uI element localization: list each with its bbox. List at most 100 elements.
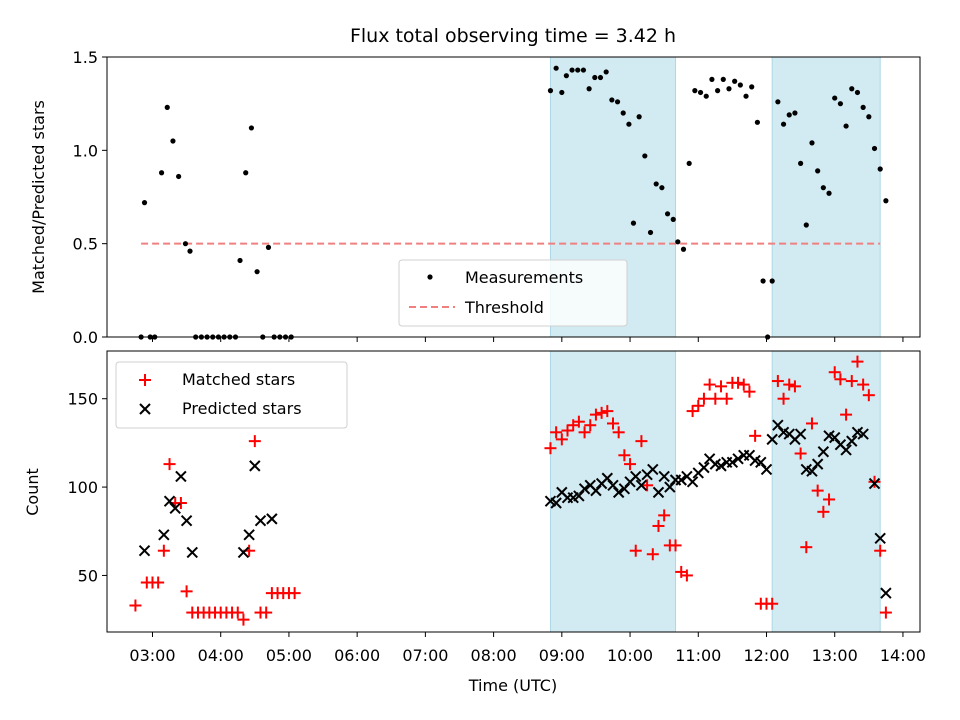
x-tick-label: 14:00 — [880, 646, 926, 665]
matched-star-point — [845, 375, 858, 388]
predicted-star-point — [249, 460, 261, 472]
x-tick-label: 08:00 — [471, 646, 517, 665]
measurement-point — [749, 84, 755, 90]
measurement-point — [803, 222, 809, 228]
measurement-point — [780, 121, 787, 127]
matched-star-point — [544, 442, 557, 455]
measurement-point — [769, 278, 775, 284]
matched-star-point — [669, 539, 682, 552]
matched-star-point — [231, 606, 244, 619]
x-tick-label: 03:00 — [129, 646, 175, 665]
x-tick-label: 12:00 — [743, 646, 789, 665]
predicted-star-point — [686, 476, 699, 488]
measurement-point — [820, 185, 826, 191]
measurement-point — [254, 269, 260, 275]
matched-star-point — [805, 417, 818, 430]
x-tick-label: 13:00 — [812, 646, 858, 665]
measurement-point — [592, 74, 598, 81]
bottom-axes-frame — [106, 350, 921, 633]
predicted-star-point — [880, 587, 892, 599]
predicted-star-point — [647, 463, 659, 476]
measurement-point — [680, 246, 687, 252]
matched-star-point — [703, 378, 716, 391]
top-y-tick-label: 1.0 — [73, 141, 98, 160]
x-tick-label: 07:00 — [402, 646, 448, 665]
measurement-point — [170, 138, 176, 144]
measurement-point — [697, 89, 704, 96]
measurement-point — [871, 145, 878, 152]
x-axis-label: Time (UTC) — [468, 676, 557, 695]
predicted-star-point — [266, 513, 278, 525]
predicted-star-point — [180, 514, 193, 527]
measurement-point — [726, 86, 732, 92]
measurement-point — [832, 95, 838, 101]
bottom-shaded-interval-2 — [771, 350, 881, 633]
measurement-point — [586, 86, 592, 92]
matched-star-point — [152, 576, 165, 589]
measurement-point — [843, 123, 849, 129]
predicted-star-point — [630, 470, 642, 483]
measurement-point — [792, 110, 798, 116]
bottom-x-ticks: 03:00 04:00 05:00 06:00 07:00 08:00 09:00 10:00… — [129, 632, 926, 665]
predicted-star-point — [158, 529, 170, 541]
top-shaded-interval-2 — [771, 56, 881, 338]
matched-star-point — [237, 613, 250, 626]
x-tick-label: 06:00 — [334, 646, 380, 665]
bottom-y-tick-label: 150 — [67, 390, 98, 409]
predicted-star-point — [175, 470, 187, 483]
bottom-matched-points — [129, 355, 892, 626]
predicted-star-point — [726, 456, 739, 469]
bottom-y-axis-label: Count — [23, 468, 42, 516]
top-axes-frame — [106, 56, 921, 338]
predicted-star-point — [612, 486, 625, 499]
matched-star-point — [618, 449, 631, 462]
measurement-point — [620, 110, 626, 116]
measurement-point — [630, 220, 637, 226]
measurement-point — [743, 93, 749, 99]
predicted-star-point — [715, 460, 727, 472]
legend-predicted-label: Predicted stars — [182, 399, 302, 418]
measurement-point — [265, 244, 272, 250]
measurement-point — [664, 211, 671, 217]
predicted-star-point — [846, 435, 858, 447]
matched-star-point — [248, 435, 261, 448]
matched-star-point — [629, 544, 642, 557]
measurement-point — [647, 229, 654, 236]
matched-star-point — [572, 415, 585, 428]
measurement-point — [659, 185, 665, 191]
top-y-tick-label: 0.5 — [73, 235, 98, 254]
legend-matched-marker — [139, 374, 151, 386]
measurement-point — [553, 65, 559, 71]
matched-star-point — [783, 378, 796, 391]
x-tick-label: 11:00 — [675, 646, 721, 665]
measurement-point — [575, 67, 581, 73]
x-tick-label: 09:00 — [539, 646, 585, 665]
measurement-point — [675, 239, 681, 245]
top-y-axis-label: Matched/Predicted stars — [29, 100, 48, 294]
matched-star-point — [851, 355, 864, 368]
predicted-star-point — [675, 474, 687, 486]
measurement-point — [754, 119, 761, 125]
bottom-predicted-points — [138, 419, 892, 599]
predicted-star-point — [698, 461, 710, 474]
matched-star-point — [646, 548, 659, 561]
predicted-star-point — [550, 497, 562, 509]
top-legend: Measurements Threshold — [398, 259, 628, 327]
matched-star-point — [857, 378, 870, 391]
legend-predicted-marker — [139, 403, 151, 415]
matched-star-point — [174, 496, 187, 509]
measurement-point — [636, 114, 642, 120]
matched-star-point — [817, 505, 830, 518]
measurement-point — [703, 93, 709, 99]
measurement-point — [826, 190, 832, 196]
predicted-star-point — [652, 486, 665, 499]
matched-star-point — [658, 509, 671, 522]
matched-star-point — [771, 375, 784, 388]
matched-star-point — [641, 479, 654, 492]
measurement-point — [709, 76, 715, 82]
top-panel: Flux total observing time = 3.42 h 0.00.… — [29, 25, 921, 347]
predicted-star-point — [237, 546, 250, 559]
matched-star-point — [129, 599, 142, 612]
matched-star-point — [828, 366, 841, 379]
